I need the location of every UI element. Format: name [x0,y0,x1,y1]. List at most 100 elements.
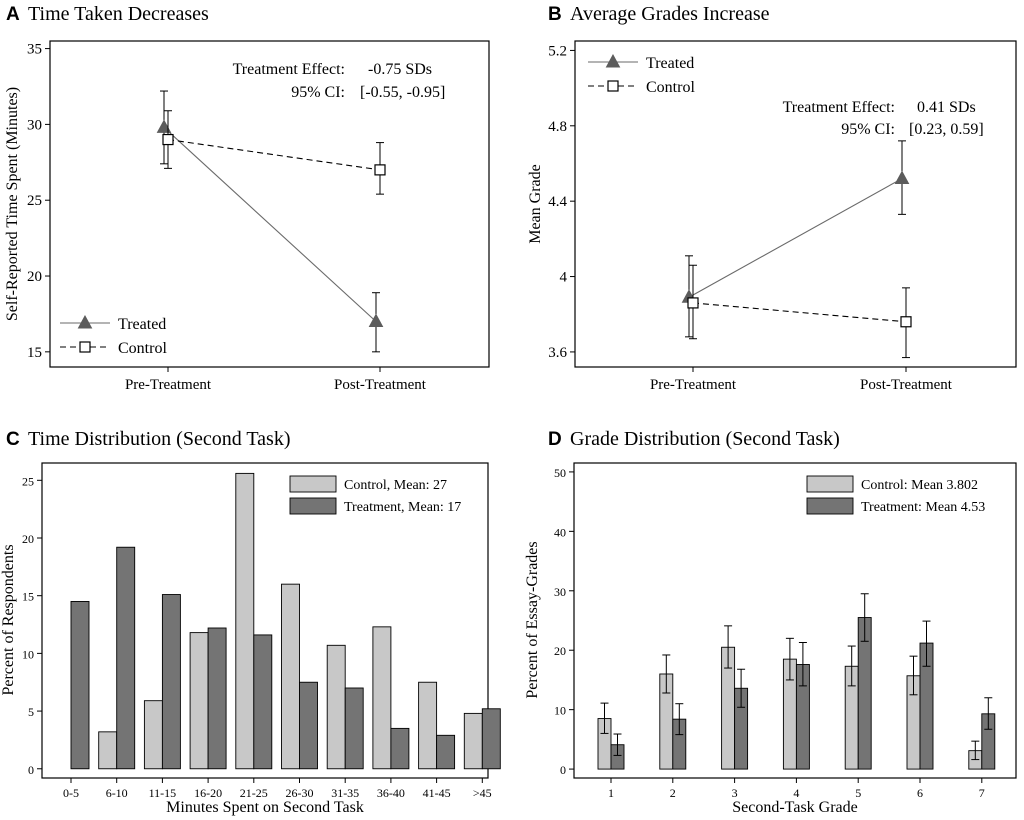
legend-label: Control [646,79,695,96]
treatment-bar-16-20 [207,627,227,770]
plot-frame [41,462,489,779]
y-tick-label: 15 [22,590,34,604]
x-tick-label: 7 [979,786,985,800]
plot-frame [573,462,1017,779]
treatment-bar-11-15 [161,594,181,770]
y-axis-label: Percent of Essay-Grades [524,541,541,698]
treatment-bar->45 [481,708,501,770]
y-tick-label: 0 [28,763,34,777]
control-bar-6-10 [98,731,118,770]
y-tick-label: 30 [554,585,566,599]
treatment-bar-21-25 [253,634,273,770]
legend-swatch [806,475,854,493]
y-tick-label: 3.6 [548,345,567,361]
control-bar-21-25 [235,472,255,770]
panel-letter: B [548,4,562,25]
panel-b: B Average Grades Increase 3.6 4 4.4 4.8 5.2 Mea… [527,3,1017,393]
panel-c: C Time Distribution (Second Task) 0 5 10 15 20… [0,428,501,816]
panel-title: Grade Distribution (Second Task) [570,428,840,450]
control-marker [374,164,386,176]
x-tick-label: 21-25 [240,786,268,800]
y-tick-label: 5 [28,705,34,719]
x-tick-label: 1 [608,786,614,800]
series-line-1 [167,139,381,171]
y-tick-label: 5.2 [548,43,567,59]
x-axis-label: Second-Task Grade [732,799,858,816]
treatment-bar-31-35 [344,687,364,770]
plot-frame [49,40,490,368]
annotation-effect-label: Treatment Effect: [233,61,345,78]
legend-swatch [806,497,854,515]
panel-letter: C [6,429,20,450]
control-marker [687,297,699,309]
y-tick-label: 25 [27,193,42,209]
y-tick-label: 40 [554,525,566,539]
control-bar-36-40 [372,626,392,770]
x-tick-label: 11-15 [149,786,177,800]
panel-letter: A [6,4,20,25]
y-tick-label: 25 [22,474,34,488]
series-line-0 [688,178,903,298]
legend-label: Treatment, Mean: 17 [344,500,461,515]
y-tick-label: 10 [22,647,34,661]
x-tick-label: 41-45 [423,786,451,800]
x-tick-label: 0-5 [63,786,79,800]
y-axis-label: Self-Reported Time Spent (Minutes) [4,87,21,321]
panel-d: D Grade Distribution (Second Task) 0 10 20 30… [524,428,1017,816]
treated-marker [156,119,172,133]
annotation-ci-label: 95% CI: [841,121,895,138]
legend-triangle-icon [605,53,621,68]
control-bar-31-35 [326,644,346,770]
legend-label: Control, Mean: 27 [344,478,447,493]
treatment-bar-6-10 [116,546,136,770]
x-tick-label: Post-Treatment [860,377,953,393]
control-bar-41-45 [418,681,438,770]
treatment-bar-0-5 [70,601,90,770]
series-line-1 [692,302,907,323]
control-marker [900,316,912,328]
legend-swatch [289,475,337,493]
annotation-effect-value: -0.75 SDs [368,61,432,78]
y-tick-label: 50 [554,466,566,480]
control-bar-11-15 [143,700,163,770]
x-tick-label: 6 [917,786,923,800]
panel-title: Time Distribution (Second Task) [28,428,291,450]
y-tick-label: 15 [27,345,42,361]
control-marker [162,133,174,146]
y-tick-label: 20 [27,269,42,285]
y-tick-label: 20 [22,532,34,546]
panel-letter: D [548,429,562,450]
x-tick-label: >45 [473,786,492,800]
panel-title: Average Grades Increase [570,3,770,25]
legend-triangle-icon [77,314,93,329]
y-tick-label: 4 [560,270,568,286]
y-tick-label: 10 [554,704,566,718]
x-tick-label: 16-20 [194,786,222,800]
treated-marker [894,170,910,185]
x-tick-label: 36-40 [377,786,405,800]
y-tick-label: 4.4 [548,194,567,210]
annotation-ci-label: 95% CI: [291,84,345,101]
y-tick-label: 0 [560,763,566,777]
plot-frame [574,40,1017,368]
control-bar->45 [463,712,483,770]
legend-square-icon [79,341,91,353]
annotation-ci-value: [0.23, 0.59] [909,121,984,138]
treatment-bar-36-40 [390,727,410,770]
legend-swatch [289,497,337,515]
y-tick-label: 4.8 [548,119,567,135]
x-tick-label: 31-35 [331,786,359,800]
legend-label: Treated [118,316,166,333]
y-axis-label: Mean Grade [527,164,544,244]
y-tick-label: 35 [27,42,42,58]
series-line-0 [163,127,377,322]
annotation-effect-label: Treatment Effect: [783,99,895,116]
treatment-bar-41-45 [436,734,456,770]
legend-label: Treated [646,55,694,72]
y-axis-label: Percent of Respondents [0,544,17,695]
x-tick-label: 26-30 [286,786,314,800]
legend-label: Treatment: Mean 4.53 [861,500,985,515]
x-tick-label: Pre-Treatment [125,377,212,393]
legend-square-icon [607,80,619,92]
